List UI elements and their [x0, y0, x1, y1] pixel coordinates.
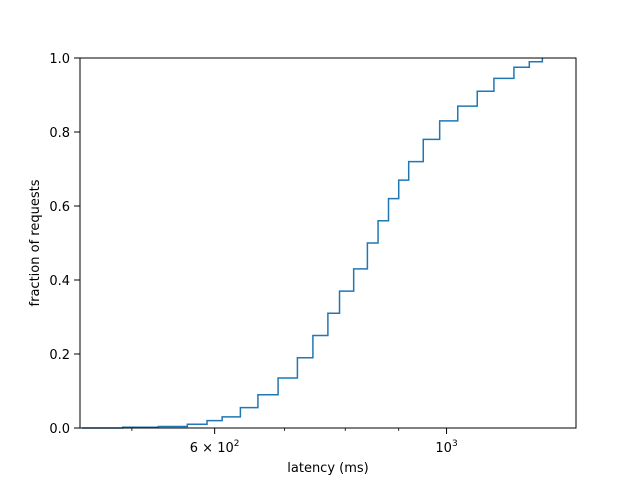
- y-tick-label-1: 0.2: [49, 348, 70, 363]
- y-tick-label-2: 0.4: [49, 274, 70, 289]
- y-tick-label-3: 0.6: [49, 200, 70, 215]
- x-axis-label: latency (ms): [287, 461, 368, 476]
- series-layer: [82, 58, 544, 429]
- plot-area: [80, 58, 576, 428]
- x-tick-label-0: 6 × 102: [190, 439, 240, 456]
- x-axis-ticks: 6 × 102 103: [131, 428, 458, 456]
- x-tick-label-1: 103: [435, 439, 457, 456]
- series-line-0: [82, 58, 544, 429]
- plot-frame: [79, 57, 577, 429]
- y-axis-label: fraction of requests: [28, 179, 43, 306]
- y-tick-label-4: 0.8: [49, 126, 70, 141]
- y-tick-label-0: 0.0: [49, 422, 70, 437]
- y-tick-label-5: 1.0: [49, 52, 70, 67]
- y-axis-ticks: 0.0 0.2 0.4 0.6 0.8 1.0: [49, 52, 80, 437]
